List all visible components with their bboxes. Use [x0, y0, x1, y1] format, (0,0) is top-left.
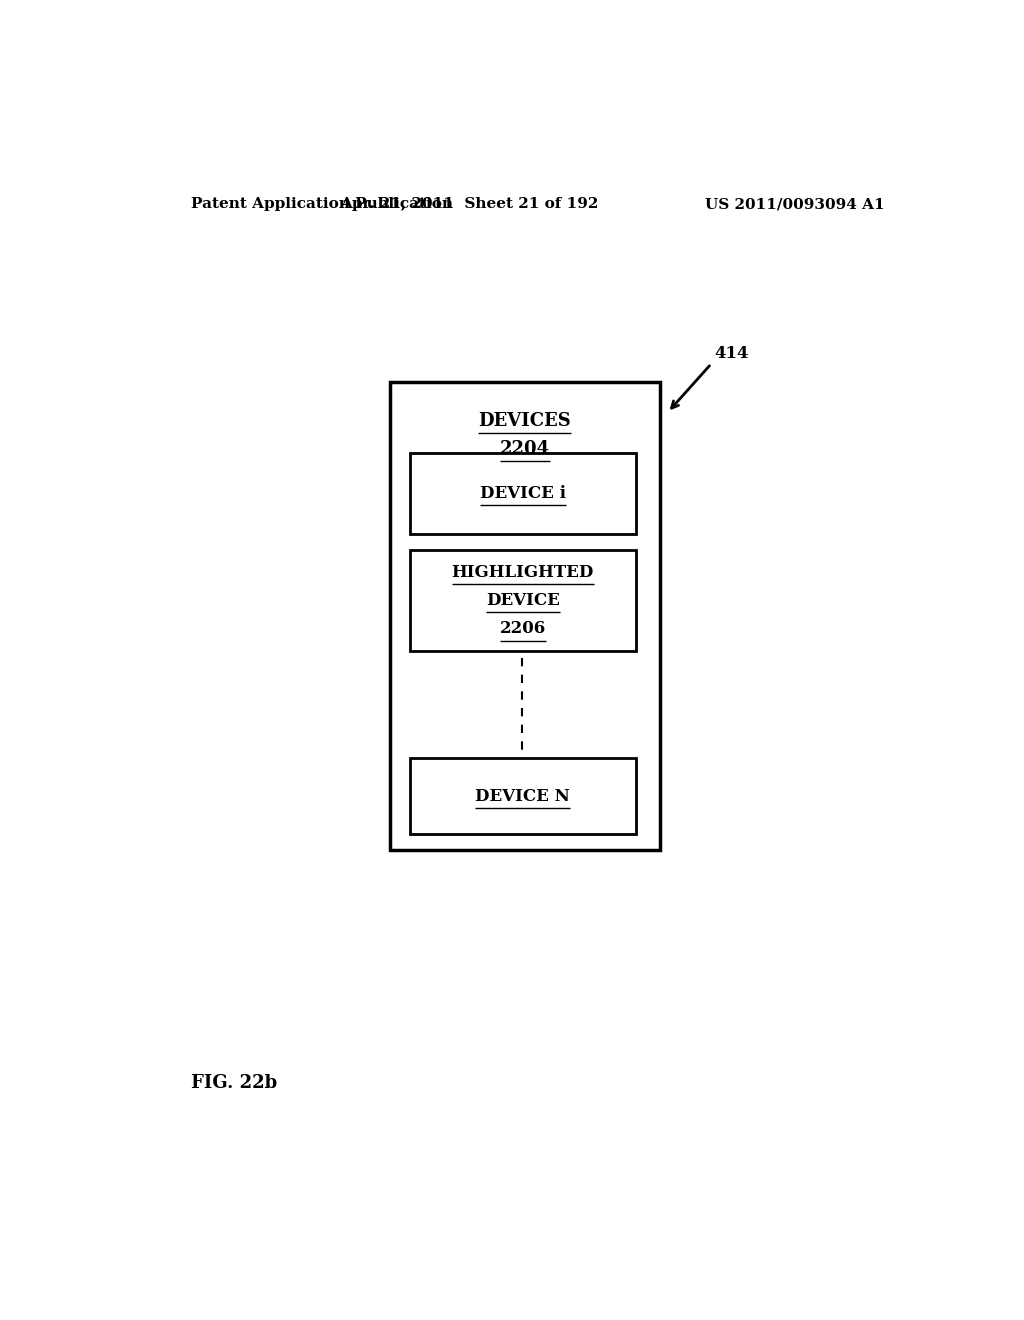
- Text: US 2011/0093094 A1: US 2011/0093094 A1: [705, 197, 885, 211]
- Text: DEVICE N: DEVICE N: [475, 788, 570, 805]
- Text: DEVICE i: DEVICE i: [480, 486, 566, 503]
- Bar: [390, 381, 659, 850]
- Text: HIGHLIGHTED: HIGHLIGHTED: [452, 564, 594, 581]
- Text: Apr. 21, 2011  Sheet 21 of 192: Apr. 21, 2011 Sheet 21 of 192: [340, 197, 598, 211]
- Text: 414: 414: [714, 345, 749, 362]
- Bar: [410, 758, 636, 834]
- Text: DEVICES: DEVICES: [478, 412, 571, 429]
- Text: 2204: 2204: [500, 440, 550, 458]
- Bar: [410, 549, 636, 651]
- Text: 2206: 2206: [500, 620, 546, 638]
- Bar: [410, 453, 636, 535]
- Text: Patent Application Publication: Patent Application Publication: [191, 197, 454, 211]
- Text: FIG. 22b: FIG. 22b: [191, 1074, 278, 1093]
- Text: DEVICE: DEVICE: [485, 593, 560, 609]
